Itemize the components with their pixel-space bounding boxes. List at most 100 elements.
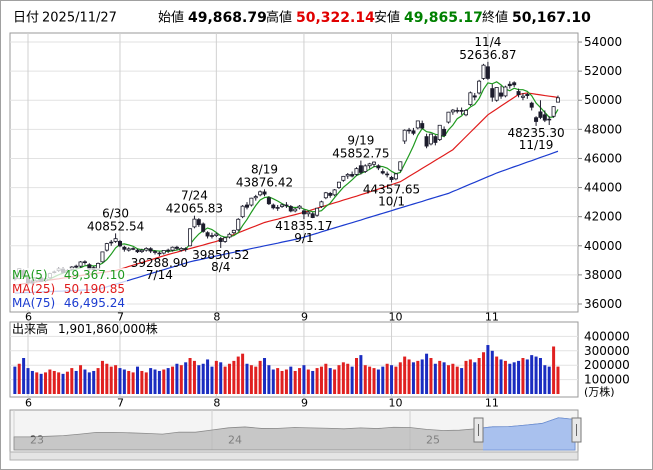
volume-bar <box>197 365 201 394</box>
volume-tick-label: 400000 <box>584 329 630 343</box>
volume-bar <box>17 363 21 394</box>
candle-body <box>350 174 355 177</box>
candle-body <box>284 204 289 207</box>
volume-bar <box>363 365 367 394</box>
candle-body <box>516 91 521 96</box>
candle-body <box>529 102 534 108</box>
volume-bar <box>341 362 345 394</box>
candle-body <box>280 204 285 207</box>
volume-current: 1,901,860,000株 <box>58 321 158 336</box>
legend-value: 49,367.10 <box>64 268 125 282</box>
volume-bar <box>70 368 74 394</box>
candle-body <box>468 92 473 106</box>
volume-bar <box>100 360 104 394</box>
volume-bar <box>328 368 332 394</box>
volume-bar <box>451 363 455 394</box>
volume-bar <box>271 369 275 394</box>
volume-bar <box>311 370 315 394</box>
volume-bar <box>87 372 91 394</box>
volume-bar <box>267 365 271 394</box>
annotation-value: 41835.17 <box>275 219 332 233</box>
candle-body <box>472 95 477 98</box>
legend-value: 50,190.85 <box>64 282 125 296</box>
y-tick-label: 48000 <box>584 122 622 136</box>
navigator-selected-area <box>483 417 576 451</box>
volume-bar <box>79 365 83 394</box>
candle-body <box>485 66 490 79</box>
volume-bar <box>530 355 534 394</box>
candle-body <box>358 165 363 173</box>
volume-bar <box>442 362 446 394</box>
candle-body <box>372 161 377 165</box>
volume-tick-label: 300000 <box>584 344 630 358</box>
annotation-date: 9/1 <box>294 231 313 245</box>
volume-header: 出来高 1,901,860,000株 <box>12 321 158 336</box>
y-tick-label: 42000 <box>584 210 622 224</box>
legend-name: MA(25) <box>12 282 55 296</box>
candle-body <box>542 114 547 121</box>
candle-body <box>262 191 267 195</box>
volume-bar <box>127 370 131 394</box>
volume-bar <box>184 362 188 394</box>
volume-bar <box>512 362 516 394</box>
candle-body <box>166 249 171 252</box>
candle-body <box>534 117 539 122</box>
scrollbar[interactable] <box>9 451 579 461</box>
annotation-value: 40852.54 <box>87 219 144 233</box>
y-tick-label: 40000 <box>584 239 622 253</box>
candle-body <box>196 219 201 226</box>
candle-body <box>455 110 460 112</box>
y-tick-label: 50000 <box>584 93 622 107</box>
volume-bar <box>517 360 521 394</box>
header-field-label: 終値 <box>482 10 508 26</box>
volume-bar <box>241 353 245 394</box>
candle-body <box>161 250 166 254</box>
volume-bar <box>157 370 161 394</box>
candle-body <box>341 175 346 181</box>
volume-bar <box>109 366 113 394</box>
candle-body <box>420 123 425 129</box>
volume-bar <box>490 350 494 394</box>
y-tick-label: 46000 <box>584 151 622 165</box>
volume-bar <box>429 358 433 394</box>
date: 2025/11/27 <box>42 11 117 26</box>
candle-body <box>512 82 517 86</box>
candle-body <box>253 196 258 199</box>
volume-bar <box>324 363 328 394</box>
candle-body <box>179 247 184 251</box>
x-tick-label: 8 <box>213 311 220 324</box>
volume-bar <box>22 358 26 394</box>
annotation-date: 11/4 <box>474 35 501 49</box>
volume-bar <box>556 366 560 394</box>
header-field-value: 50,167.10 <box>512 10 591 26</box>
candle-body <box>538 111 543 118</box>
candle-body <box>218 238 223 242</box>
annotation-value: 39288.90 <box>131 256 188 270</box>
annotation-value: 44357.65 <box>363 182 420 196</box>
volume-bar <box>175 363 179 394</box>
candle-body <box>507 83 512 87</box>
volume-bar <box>368 366 372 394</box>
date-label: 日付 <box>13 11 39 26</box>
annotation-date: 7/14 <box>146 268 173 282</box>
volume-bar <box>473 362 477 394</box>
candle-body <box>117 241 122 247</box>
volume-bar <box>538 358 542 394</box>
volume-bar <box>319 366 323 394</box>
y-tick-label: 36000 <box>584 297 622 311</box>
volume-bar <box>346 363 350 394</box>
volume-bar <box>302 365 306 394</box>
candle-body <box>376 165 381 169</box>
volume-tick-label: 200000 <box>584 358 630 372</box>
candle-body <box>266 197 271 205</box>
volume-bar <box>355 358 358 394</box>
x-tick-label: 11 <box>485 397 499 410</box>
candle-body <box>170 246 175 251</box>
x-tick-label: 10 <box>389 397 403 410</box>
volume-bar <box>223 366 227 394</box>
candle-body <box>227 233 232 238</box>
candle-body <box>490 88 495 98</box>
volume-bar <box>468 359 472 394</box>
volume-bar <box>552 346 556 394</box>
